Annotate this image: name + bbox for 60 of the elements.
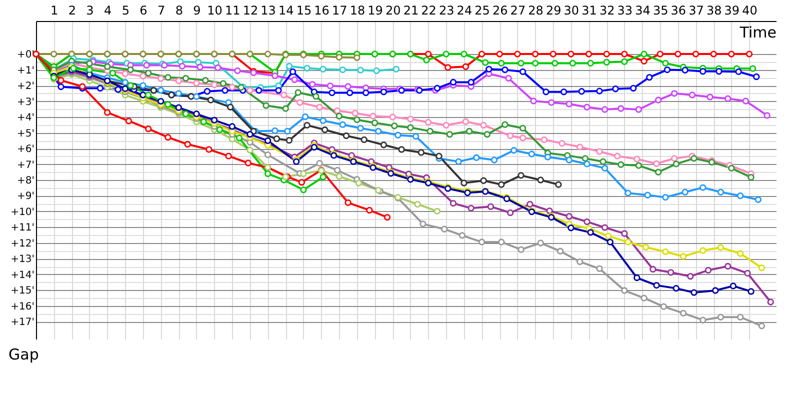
x-tick-label: 40 <box>742 4 758 18</box>
x-tick-label: 9 <box>193 4 201 18</box>
x-tick-label: 30 <box>564 4 580 18</box>
y-tick-label: +11' <box>10 222 34 234</box>
x-axis-title: Time <box>738 24 776 42</box>
x-tick-label: 15 <box>296 4 312 18</box>
x-tick-label: 26 <box>492 4 508 18</box>
y-tick-label: +8' <box>17 176 34 186</box>
y-tick-label: +0' <box>17 50 34 61</box>
y-tick-label: +9' <box>17 191 34 202</box>
x-tick-label: 21 <box>403 4 419 18</box>
x-tick-label: 27 <box>510 4 526 18</box>
x-tick-label: 39 <box>724 4 740 18</box>
x-tick-label: 37 <box>688 4 704 18</box>
x-tick-label: 33 <box>617 4 633 18</box>
y-tick-label: +1' <box>17 65 34 76</box>
y-tick-label: +13' <box>10 254 34 266</box>
y-axis-title: Gap <box>8 346 39 364</box>
y-tick-label: +17' <box>10 317 34 328</box>
x-tick-label: 25 <box>474 4 490 18</box>
x-tick-label: 29 <box>546 4 562 18</box>
x-tick-label: 10 <box>207 4 222 18</box>
x-tick-label: 11 <box>225 4 240 18</box>
x-tick-label: 28 <box>528 4 544 18</box>
x-tick-label: 4 <box>104 4 112 18</box>
y-tick-label: +15' <box>10 286 34 297</box>
y-tick-label: +4' <box>17 112 34 124</box>
x-tick-label: 36 <box>670 4 686 18</box>
x-tick-label: 16 <box>314 4 330 18</box>
y-tick-label: +16' <box>10 301 34 312</box>
y-tick-label: +6' <box>17 144 34 156</box>
x-tick-label: 24 <box>456 4 472 18</box>
x-tick-label: 13 <box>260 4 276 18</box>
x-tick-label: 34 <box>635 4 650 18</box>
x-tick-label: 18 <box>350 4 366 18</box>
x-tick-label: 7 <box>158 4 166 18</box>
x-tick-label: 8 <box>175 4 183 18</box>
y-tick-label: +7' <box>17 160 34 171</box>
x-tick-label: 31 <box>582 4 597 18</box>
y-tick-label: +3' <box>17 96 34 108</box>
x-tick-label: 1 <box>50 4 58 18</box>
x-tick-label: 35 <box>652 4 668 18</box>
y-tick-label: +14' <box>10 270 34 281</box>
y-tick-label: +10' <box>10 206 34 218</box>
x-tick-label: 32 <box>599 4 615 18</box>
x-tick-label: 22 <box>421 4 436 18</box>
x-tick-label: 23 <box>438 4 454 18</box>
y-tick-label: +2' <box>17 81 34 92</box>
x-tick-label: 14 <box>278 4 294 18</box>
x-tick-label: 38 <box>706 4 722 18</box>
x-tick-label: 6 <box>140 4 148 18</box>
x-tick-label: 12 <box>242 4 258 18</box>
x-tick-label: 17 <box>332 4 348 18</box>
y-tick-label: +5' <box>17 128 34 140</box>
x-tick-label: 5 <box>122 4 130 18</box>
x-tick-label: 3 <box>86 4 94 18</box>
x-tick-label: 2 <box>68 4 76 18</box>
y-tick-label: +12' <box>10 238 34 250</box>
x-tick-label: 19 <box>368 4 383 18</box>
x-tick-label: 20 <box>385 4 401 18</box>
